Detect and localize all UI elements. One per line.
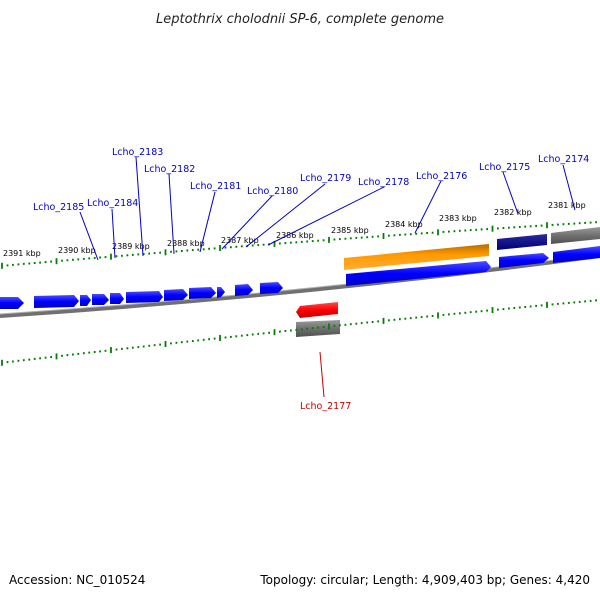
gene-label[interactable]: Lcho_2185 [33,202,84,213]
scale-label: 2389 kbp [112,242,150,251]
scale-label: 2385 kbp [331,226,369,235]
scale-label: 2387 kbp [221,236,259,245]
leader-line-reverse [319,351,325,398]
scale-label: 2390 kbp [58,246,96,255]
gene-label[interactable]: Lcho_2178 [358,177,409,188]
gene-label[interactable]: Lcho_2174 [538,154,589,165]
scale-ticks-outer [1,221,597,269]
scale-label: 2382 kbp [494,208,532,217]
leader-line [245,183,326,248]
leader-line [267,186,385,246]
gene-lcho-2180[interactable] [189,287,216,299]
scale-label: 2388 kbp [167,239,205,248]
orange-feature[interactable] [344,244,489,270]
scale-label: 2391 kbp [3,249,41,258]
leader-line [168,173,175,255]
gene-lcho-2184[interactable] [92,294,109,305]
feature-row-outer [344,227,600,270]
genome-summary-text: Topology: circular; Length: 4,909,403 bp… [260,573,590,587]
gene-lcho-2182[interactable] [126,291,163,303]
scale-label: 2384 kbp [385,220,423,229]
leader-line [414,180,442,234]
gene-lcho-2183[interactable] [110,293,124,304]
gene-lcho-2178[interactable] [235,284,253,296]
gene-lcho-2179[interactable] [217,287,225,298]
gene-label[interactable]: Lcho_2179 [300,173,351,184]
gene-label-reverse[interactable]: Lcho_2177 [300,401,351,412]
gray-feature-outer[interactable] [551,227,600,244]
gene-lcho-2177[interactable] [296,302,338,318]
gene-label[interactable]: Lcho_2176 [416,171,467,182]
gene-lcho-2175[interactable] [499,253,549,268]
gene-label[interactable]: Lcho_2181 [190,181,241,192]
gene-lcho-2186[interactable] [0,297,24,309]
gene-lcho-2174[interactable] [553,246,600,263]
scale-ticks-inner [1,299,597,366]
gene-lcho-2185[interactable] [34,295,79,308]
scale-label: 2386 kbp [276,231,314,240]
leader-line [221,195,273,250]
gene-label[interactable]: Lcho_2180 [247,186,298,197]
leader-line [135,156,144,257]
leader-line [79,211,99,261]
gene-label[interactable]: Lcho_2175 [479,162,530,173]
gene-lcho-2181[interactable] [164,289,188,301]
label-leaders [79,156,576,261]
gene-lcho-2176[interactable] [346,261,491,286]
gene-label[interactable]: Lcho_2183 [112,147,163,158]
map-title: Leptothrix cholodnii SP-6, complete geno… [156,12,444,27]
scale-labels: 2391 kbp 2390 kbp 2389 kbp 2388 kbp 2387… [3,201,586,258]
leader-line [502,171,519,215]
gene-labels: Lcho_2185 Lcho_2184 Lcho_2183 Lcho_2182 … [33,147,589,213]
scale-label: 2383 kbp [439,214,477,223]
gene-label[interactable]: Lcho_2184 [87,198,138,209]
gene-label[interactable]: Lcho_2182 [144,164,195,175]
leader-line [111,208,116,259]
leader-line [562,164,576,211]
leader-line [199,191,216,253]
gene-lcho-2178b[interactable] [260,282,283,294]
accession-text: Accession: NC_010524 [9,573,146,587]
gene-lcho-2184a[interactable] [80,295,91,306]
forward-genes [0,246,600,309]
navy-feature[interactable] [497,234,547,250]
scale-label: 2381 kbp [548,201,586,210]
reverse-genes [296,302,340,337]
genome-backbone [0,254,600,318]
